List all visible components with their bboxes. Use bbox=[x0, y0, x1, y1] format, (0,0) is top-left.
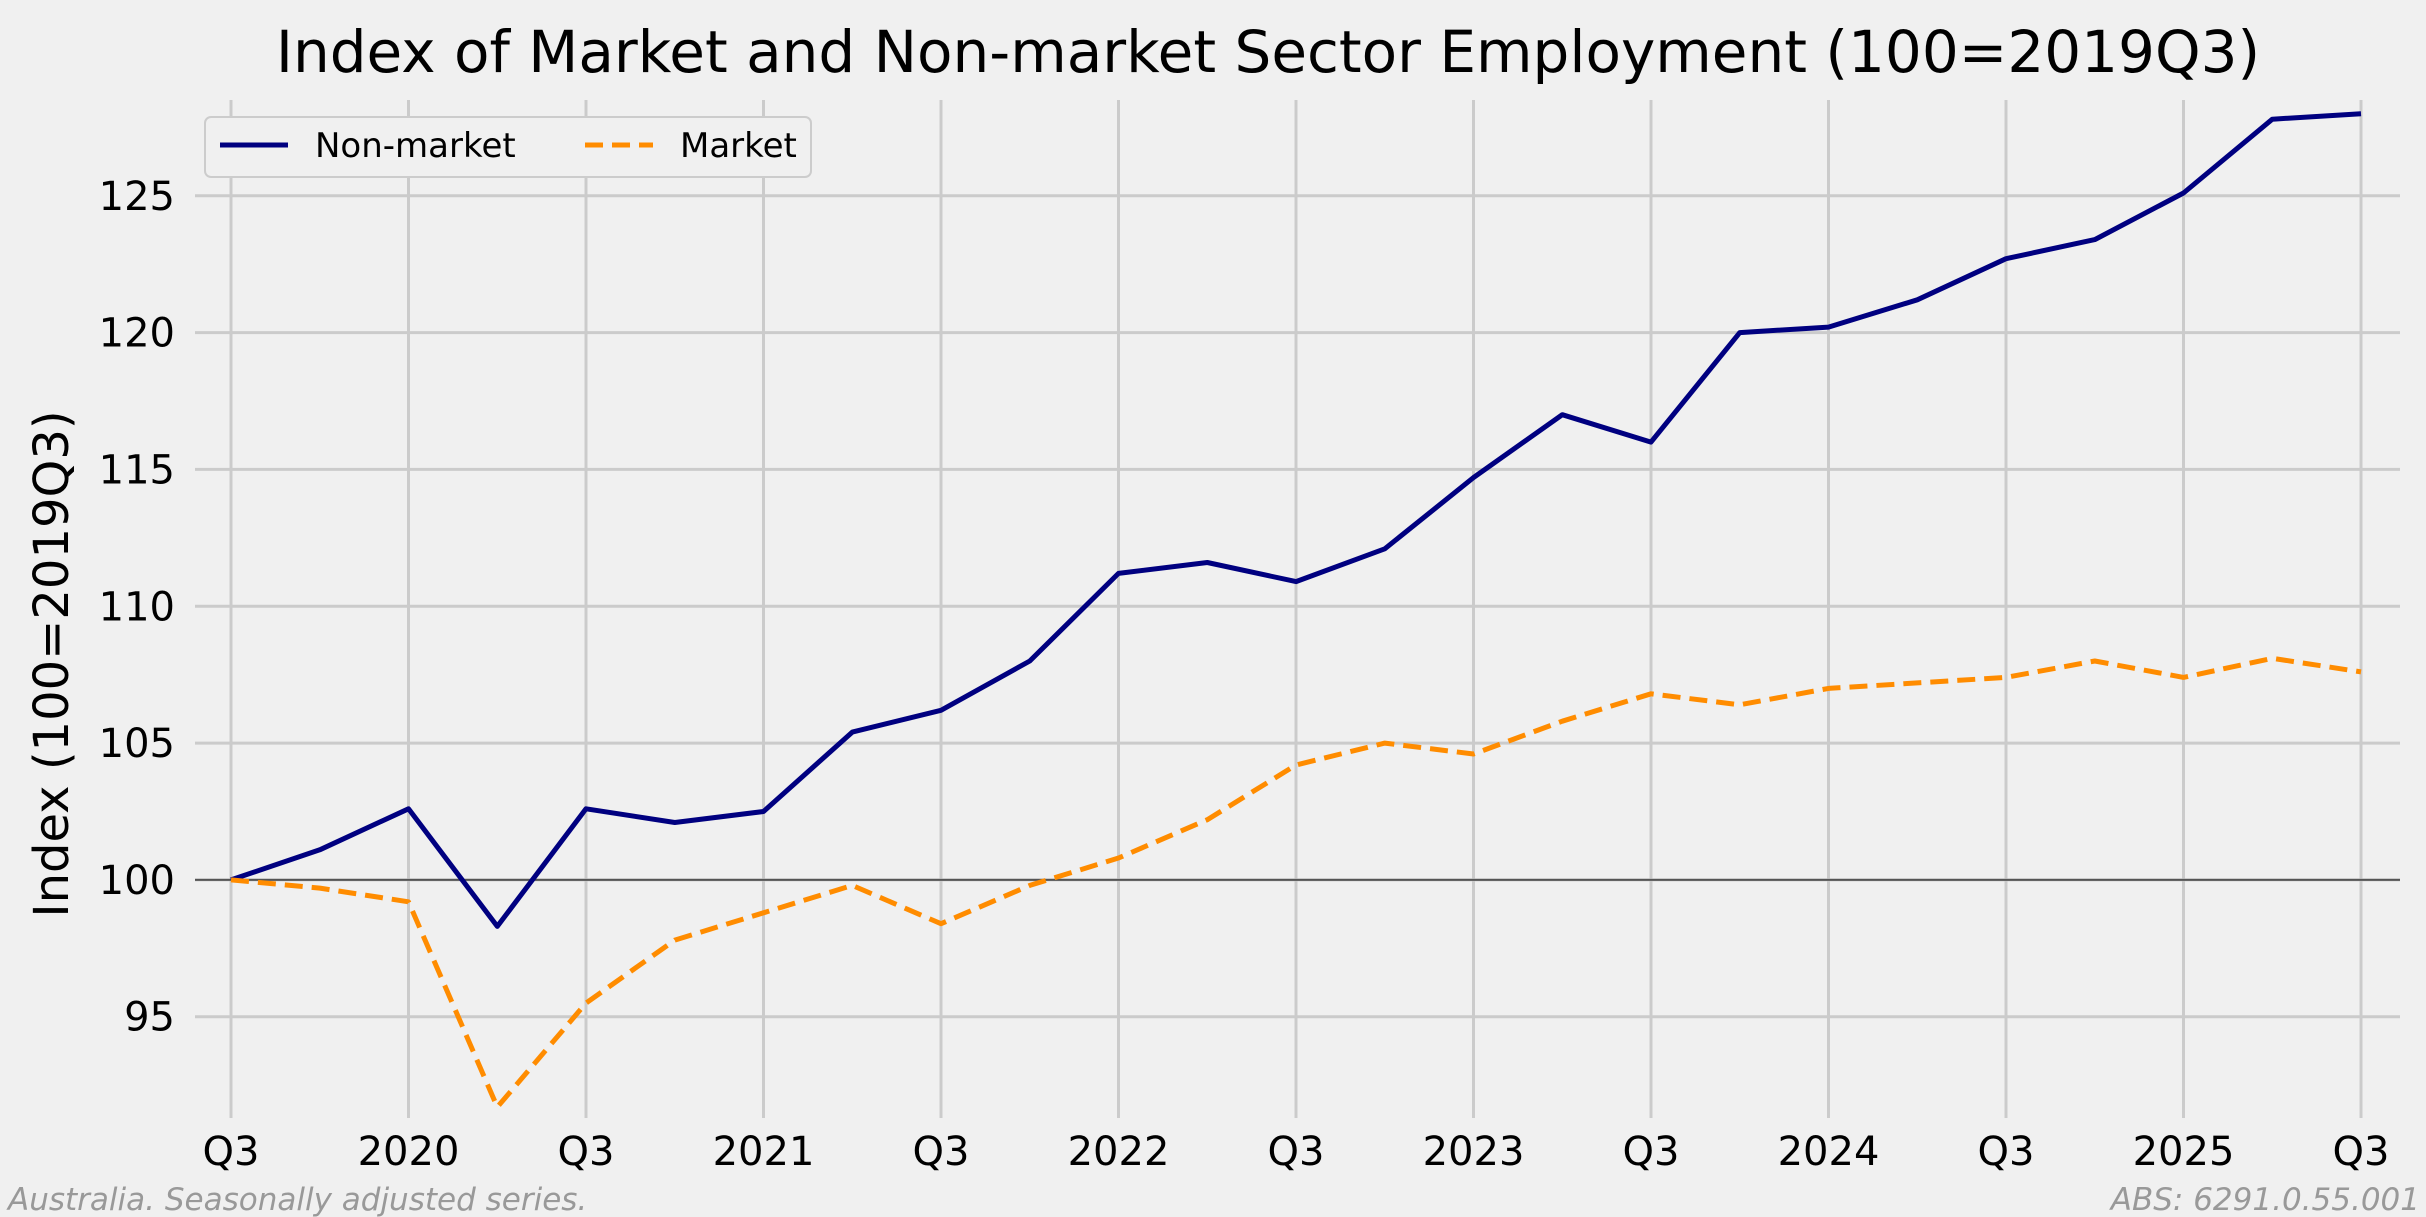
y-tick-label: 115 bbox=[99, 447, 175, 493]
legend: Non-market Market bbox=[204, 116, 812, 178]
x-tick-label: Q3 bbox=[558, 1129, 615, 1175]
y-tick-label: 120 bbox=[99, 311, 175, 357]
y-tick-label: 125 bbox=[99, 174, 175, 220]
grid-lines bbox=[195, 100, 2400, 1118]
y-tick-label: 110 bbox=[99, 584, 175, 630]
x-tick-label: Q3 bbox=[203, 1129, 260, 1175]
y-tick-label: 100 bbox=[99, 858, 175, 904]
series-lines bbox=[230, 111, 2362, 1110]
legend-label-non-market: Non-market bbox=[315, 126, 516, 166]
x-tick-label: 2025 bbox=[2133, 1129, 2235, 1175]
x-tick-label: Q3 bbox=[1268, 1129, 1325, 1175]
footer-note-left: Australia. Seasonally adjusted series. bbox=[6, 1182, 587, 1217]
footer-note-right: ABS: 6291.0.55.001 bbox=[2109, 1182, 2420, 1217]
x-tick-label: Q3 bbox=[1978, 1129, 2035, 1175]
x-tick-label: Q3 bbox=[913, 1129, 970, 1175]
y-axis-label: Index (100=2019Q3) bbox=[24, 410, 80, 917]
legend-box bbox=[204, 116, 812, 178]
legend-label-market: Market bbox=[680, 126, 797, 166]
chart-title: Index of Market and Non-market Sector Em… bbox=[276, 18, 2260, 86]
x-tick-label: Q3 bbox=[2333, 1129, 2390, 1175]
x-tick-label: Q3 bbox=[1623, 1129, 1680, 1175]
y-tick-label: 95 bbox=[124, 995, 175, 1041]
x-tick-label: 2024 bbox=[1778, 1129, 1880, 1175]
x-tick-label: 2021 bbox=[713, 1129, 815, 1175]
series-line-non-market bbox=[230, 111, 2362, 929]
axis-ticks: 95 100 105 110 115 120 125 Q3 2020 Q3 2021 Q3 2022 Q3… bbox=[99, 174, 2390, 1175]
x-tick-label: 2020 bbox=[358, 1129, 460, 1175]
x-tick-label: 2023 bbox=[1423, 1129, 1525, 1175]
x-tick-label: 2022 bbox=[1068, 1129, 1170, 1175]
y-tick-label: 105 bbox=[99, 721, 175, 767]
